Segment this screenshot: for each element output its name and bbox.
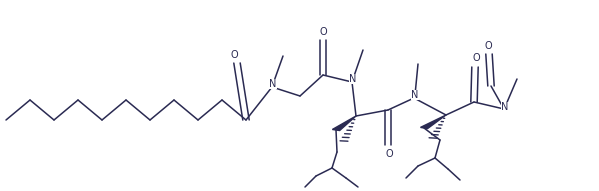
Polygon shape xyxy=(420,115,446,129)
Text: N: N xyxy=(501,102,509,112)
Text: O: O xyxy=(484,41,492,51)
Text: O: O xyxy=(230,50,238,60)
Text: O: O xyxy=(319,27,327,37)
Text: N: N xyxy=(412,90,419,100)
Text: O: O xyxy=(385,149,393,159)
Text: N: N xyxy=(270,79,277,89)
Text: O: O xyxy=(472,53,480,63)
Text: N: N xyxy=(349,74,356,84)
Polygon shape xyxy=(332,116,356,130)
